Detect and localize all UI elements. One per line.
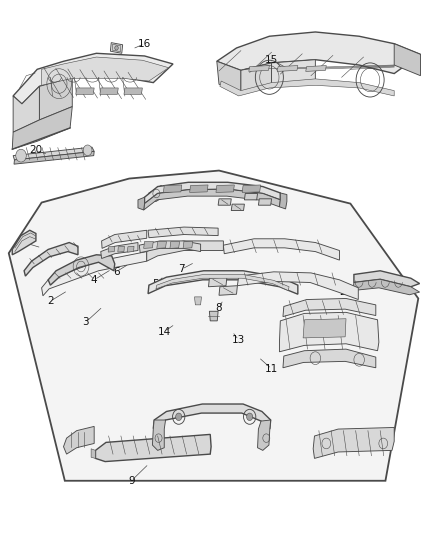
Circle shape	[176, 413, 182, 421]
Text: 5: 5	[152, 279, 159, 288]
Polygon shape	[279, 193, 287, 209]
Polygon shape	[277, 66, 298, 71]
Polygon shape	[209, 311, 218, 321]
Polygon shape	[76, 88, 94, 94]
Polygon shape	[42, 252, 147, 296]
Polygon shape	[138, 197, 145, 210]
Polygon shape	[303, 319, 346, 338]
Polygon shape	[283, 349, 376, 368]
Polygon shape	[127, 246, 134, 252]
Polygon shape	[24, 243, 78, 276]
Polygon shape	[354, 271, 420, 287]
Polygon shape	[145, 182, 280, 204]
Polygon shape	[12, 230, 36, 255]
Polygon shape	[144, 241, 153, 248]
Polygon shape	[13, 53, 173, 104]
Polygon shape	[272, 60, 315, 84]
Polygon shape	[139, 241, 201, 253]
Polygon shape	[157, 241, 166, 248]
Polygon shape	[64, 426, 94, 454]
Polygon shape	[219, 286, 237, 295]
Polygon shape	[152, 420, 166, 450]
Text: 14: 14	[158, 327, 171, 336]
Polygon shape	[223, 239, 339, 260]
Polygon shape	[242, 185, 261, 192]
Text: 11: 11	[265, 364, 278, 374]
Text: 16: 16	[138, 39, 151, 49]
Polygon shape	[231, 204, 244, 211]
Polygon shape	[258, 420, 271, 450]
Text: 7: 7	[178, 264, 185, 274]
Text: 20: 20	[29, 146, 42, 155]
Polygon shape	[148, 227, 218, 238]
Polygon shape	[101, 243, 138, 259]
Circle shape	[16, 149, 26, 162]
Polygon shape	[110, 43, 123, 53]
Polygon shape	[218, 199, 231, 205]
Text: 13: 13	[232, 335, 245, 345]
Polygon shape	[208, 277, 227, 287]
Text: 9: 9	[128, 476, 135, 486]
Polygon shape	[249, 66, 269, 71]
Polygon shape	[170, 241, 180, 248]
Text: 1: 1	[21, 238, 28, 247]
Polygon shape	[102, 230, 147, 248]
Polygon shape	[216, 185, 234, 192]
Circle shape	[115, 46, 118, 50]
Polygon shape	[283, 298, 376, 317]
Polygon shape	[112, 44, 121, 52]
Polygon shape	[313, 427, 394, 458]
Polygon shape	[12, 107, 72, 149]
Polygon shape	[42, 57, 169, 85]
Text: 2: 2	[47, 296, 54, 306]
Polygon shape	[306, 66, 326, 71]
Polygon shape	[9, 171, 418, 481]
Polygon shape	[237, 272, 358, 300]
Polygon shape	[124, 88, 142, 94]
Polygon shape	[100, 88, 118, 94]
Polygon shape	[190, 185, 208, 192]
Text: 3: 3	[82, 318, 89, 327]
Polygon shape	[144, 189, 280, 210]
Polygon shape	[13, 147, 94, 160]
Polygon shape	[108, 246, 115, 252]
Polygon shape	[279, 312, 379, 352]
Circle shape	[247, 413, 253, 421]
Text: 6: 6	[113, 267, 120, 277]
Polygon shape	[13, 86, 39, 132]
Polygon shape	[258, 199, 272, 205]
Polygon shape	[147, 241, 223, 261]
Polygon shape	[241, 63, 272, 92]
Polygon shape	[194, 297, 201, 305]
Polygon shape	[353, 279, 420, 295]
Polygon shape	[220, 79, 394, 96]
Polygon shape	[48, 255, 115, 285]
Polygon shape	[148, 271, 298, 294]
Polygon shape	[183, 241, 193, 248]
Polygon shape	[153, 404, 271, 429]
Polygon shape	[91, 449, 95, 458]
Polygon shape	[39, 77, 72, 120]
Polygon shape	[217, 61, 241, 92]
Text: 8: 8	[215, 303, 223, 313]
Polygon shape	[14, 151, 94, 164]
Polygon shape	[95, 434, 211, 462]
Text: 4: 4	[91, 275, 98, 285]
Text: 21: 21	[339, 287, 353, 297]
Circle shape	[83, 145, 92, 156]
Polygon shape	[147, 185, 166, 201]
Polygon shape	[217, 32, 420, 74]
Polygon shape	[118, 246, 124, 252]
Polygon shape	[156, 274, 289, 290]
Text: 15: 15	[265, 55, 278, 64]
Polygon shape	[163, 185, 182, 192]
Polygon shape	[394, 44, 420, 76]
Text: 10: 10	[164, 449, 177, 459]
Polygon shape	[244, 193, 258, 200]
